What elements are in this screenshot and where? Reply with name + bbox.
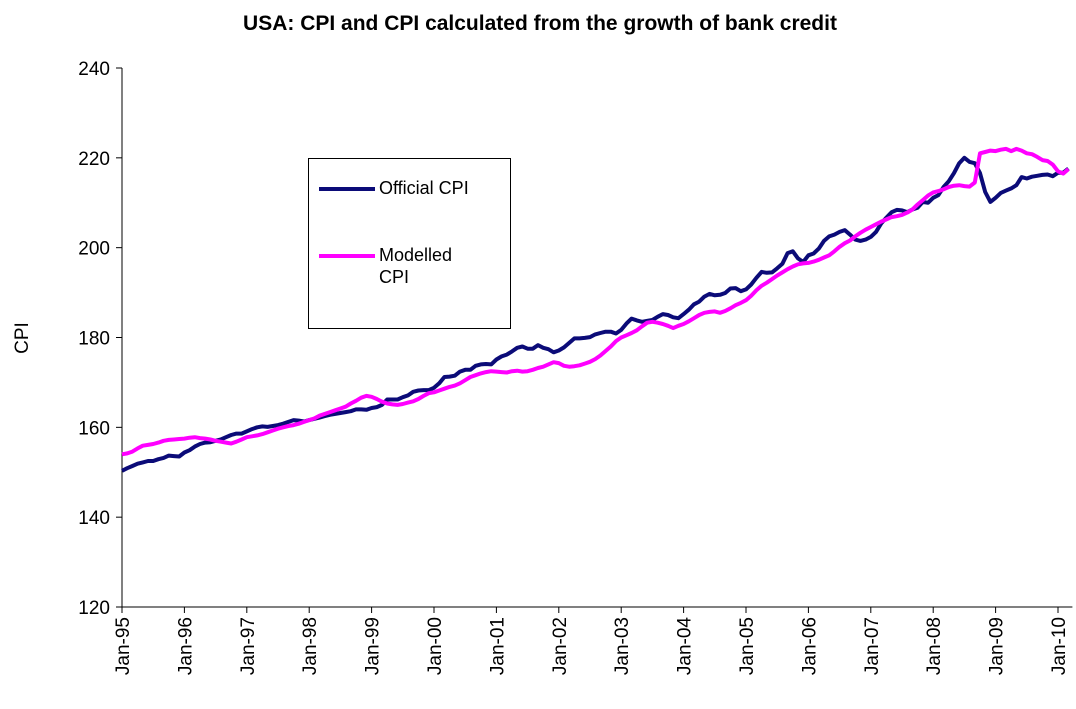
x-tick-label: Jan-97 — [238, 617, 259, 675]
x-tick-label: Jan-09 — [987, 617, 1008, 675]
x-tick-label: Jan-02 — [550, 617, 571, 675]
x-tick-label: Jan-95 — [113, 617, 134, 675]
x-tick-label: Jan-96 — [175, 617, 196, 675]
x-tick-label: Jan-04 — [675, 617, 696, 676]
chart-title: USA: CPI and CPI calculated from the gro… — [243, 12, 837, 35]
x-tick-label: Jan-05 — [737, 617, 758, 675]
y-tick-label: 160 — [78, 418, 110, 439]
series-line — [121, 146, 1070, 457]
y-axis-label: CPI — [12, 322, 33, 354]
x-tick-label: Jan-99 — [363, 617, 384, 675]
x-tick-label: Jan-06 — [799, 617, 820, 675]
x-tick-label: Jan-00 — [425, 617, 446, 675]
legend-label: Official CPI — [379, 178, 469, 198]
x-tick-label: Jan-07 — [862, 617, 883, 675]
legend-item: Official CPI — [319, 177, 479, 199]
x-tick-label: Jan-98 — [300, 617, 321, 675]
legend-swatch — [319, 187, 375, 191]
y-tick-label: 220 — [78, 149, 110, 170]
legend-label: Modelled CPI — [379, 245, 453, 287]
legend: Official CPI Modelled CPI — [308, 158, 511, 329]
x-tick-label: Jan-10 — [1049, 617, 1070, 675]
x-tick-label: Jan-08 — [924, 617, 945, 675]
legend-item: Modelled CPI — [319, 244, 479, 288]
x-tick-label: Jan-01 — [487, 617, 508, 675]
x-tick-label: Jan-03 — [612, 617, 633, 675]
y-tick-label: 180 — [78, 329, 110, 350]
y-tick-label: 120 — [78, 598, 110, 619]
series-line — [121, 155, 1070, 473]
y-tick-label: 240 — [78, 59, 110, 80]
legend-swatch — [319, 254, 375, 258]
y-tick-label: 140 — [78, 508, 110, 529]
y-tick-label: 200 — [78, 239, 110, 260]
